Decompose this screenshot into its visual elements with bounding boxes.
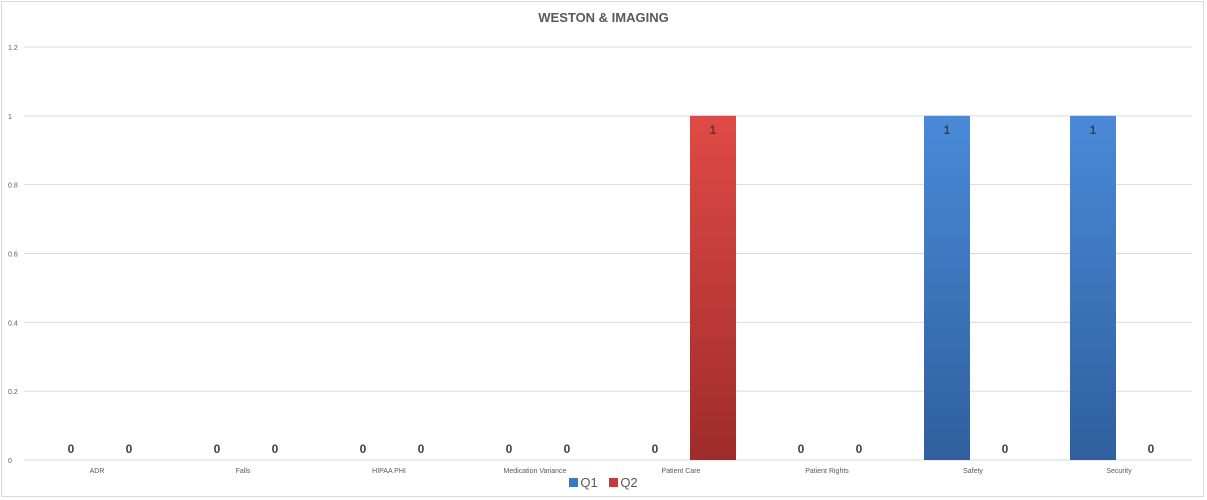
chart-title: WESTON & IMAGING: [538, 10, 669, 25]
x-tick-label: Safety: [963, 468, 983, 475]
data-label: 0: [1148, 442, 1155, 456]
data-label: 0: [856, 442, 863, 456]
data-label: 1: [710, 123, 717, 137]
legend-item-q1: Q1: [569, 475, 598, 490]
bar-q2: [690, 115, 736, 460]
y-tick-label: 0.8: [8, 183, 18, 190]
x-tick-label: Falls: [236, 468, 251, 475]
y-tick-label: 1: [8, 114, 12, 121]
data-label: 0: [1002, 442, 1009, 456]
data-label: 0: [564, 442, 571, 456]
x-tick-label: HIPAA PHI: [372, 468, 406, 475]
legend-label-q1: Q1: [580, 475, 598, 490]
data-label: 1: [944, 123, 951, 137]
data-label: 0: [652, 442, 659, 456]
legend-item-q2: Q2: [609, 475, 638, 490]
data-label: 0: [68, 442, 75, 456]
legend-swatch-q1: [569, 478, 579, 487]
data-label: 1: [1090, 123, 1097, 137]
y-tick-label: 1.2: [8, 45, 18, 52]
y-tick-label: 0.6: [8, 252, 18, 259]
x-tick-label: ADR: [90, 468, 105, 475]
y-tick-label: 0.4: [8, 320, 18, 327]
x-tick-label: Patient Care: [662, 468, 701, 475]
x-tick-label: Patient Rights: [805, 468, 849, 475]
data-label: 0: [418, 442, 425, 456]
data-label: 0: [214, 442, 221, 456]
legend-label-q2: Q2: [620, 475, 638, 490]
x-tick-label: Security: [1106, 468, 1132, 475]
data-label: 0: [272, 442, 279, 456]
data-label: 0: [798, 442, 805, 456]
legend-swatch-q2: [609, 478, 619, 487]
y-tick-label: 0: [8, 458, 12, 465]
y-tick-label: 0.2: [8, 389, 18, 396]
data-label: 0: [506, 442, 513, 456]
data-label: 0: [360, 442, 367, 456]
legend: Q1 Q2: [0, 475, 1207, 490]
data-label: 0: [126, 442, 133, 456]
bar-q1: [1070, 115, 1116, 460]
bar-q1: [924, 115, 970, 460]
x-tick-label: Medication Variance: [504, 468, 567, 475]
